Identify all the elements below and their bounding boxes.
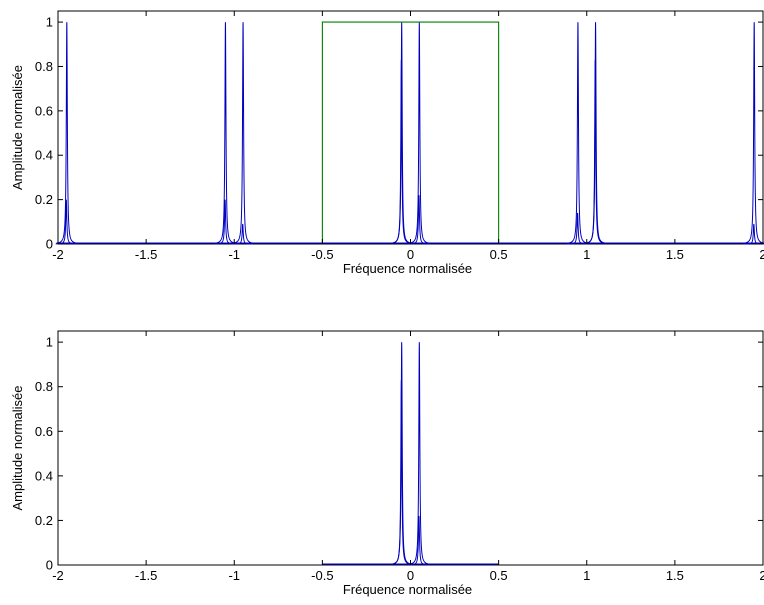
- y-axis-label: Amplitude normalisée: [10, 385, 25, 510]
- spectrum-peak: [390, 380, 412, 565]
- spectrum-peak: [408, 515, 430, 566]
- y-tick-label: 1: [46, 15, 53, 30]
- spectrum-peak: [408, 22, 430, 244]
- top-plot: -2 -1.5 -1 -0.5 0 0.5 1 1.5 2 0 0.2 0.4 0.6 0.8 1 Fréqu…: [10, 10, 764, 276]
- x-tick-label: -1.5: [135, 247, 157, 262]
- x-tick-label: 2: [759, 568, 764, 583]
- y-tick-label: 0.6: [35, 424, 53, 439]
- x-tick-label: -2: [52, 247, 64, 262]
- spectrum-peak: [408, 195, 430, 245]
- x-tick-label: 0: [407, 568, 414, 583]
- spectrum-peak: [408, 342, 430, 565]
- x-tick-label: 1.5: [666, 568, 684, 583]
- y-tick-label: 0.2: [35, 513, 53, 528]
- spectrum-peak: [743, 22, 764, 244]
- x-tick-label: -1.5: [135, 568, 157, 583]
- y-tick-label: 0.8: [35, 59, 53, 74]
- y-tick-label: 0: [46, 237, 53, 252]
- axes-box: [57, 10, 764, 245]
- spectrum-peak: [232, 223, 254, 245]
- spectrum-peak: [567, 22, 589, 244]
- spectrum-peak: [390, 59, 412, 244]
- y-tick-label: 0: [46, 558, 53, 573]
- filter-window-line: [321, 21, 500, 244]
- x-tick-label: 0.5: [490, 247, 508, 262]
- y-tick-label: 0.8: [35, 379, 53, 394]
- x-axis-label: Fréquence normalisée: [343, 261, 472, 276]
- x-tick-label: 0.5: [490, 568, 508, 583]
- x-tick-label: 1.5: [666, 247, 684, 262]
- spectrum-peak: [232, 22, 254, 244]
- x-tick-label: 2: [759, 247, 764, 262]
- spectrum-peak: [584, 59, 606, 244]
- y-tick-label: 0.2: [35, 192, 53, 207]
- bottom-plot: -2 -1.5 -1 -0.5 0 0.5 1 1.5 2 0 0.2 0.4 0.6 0.8 1 Fréqu…: [10, 330, 764, 597]
- y-tick-label: 0.4: [35, 468, 53, 483]
- x-tick-label: -1: [228, 247, 240, 262]
- y-tick-label: 0.4: [35, 148, 53, 163]
- x-tick-label: -0.5: [311, 247, 333, 262]
- x-tick-label: -2: [52, 568, 64, 583]
- spectrum-peak: [56, 22, 78, 244]
- spectrum-peak: [567, 212, 589, 245]
- x-tick-label: -0.5: [311, 568, 333, 583]
- y-axis-label: Amplitude normalisée: [10, 65, 25, 190]
- x-tick-label: 0: [407, 247, 414, 262]
- spectrum-peak: [214, 22, 237, 244]
- axes-box: [57, 330, 764, 566]
- x-axis-label: Fréquence normalisée: [343, 582, 472, 597]
- y-tick-label: 0.6: [35, 103, 53, 118]
- x-tick-label: 1: [583, 568, 590, 583]
- y-tick-label: 1: [46, 335, 53, 350]
- x-tick-label: 1: [583, 247, 590, 262]
- x-tick-label: -1: [228, 568, 240, 583]
